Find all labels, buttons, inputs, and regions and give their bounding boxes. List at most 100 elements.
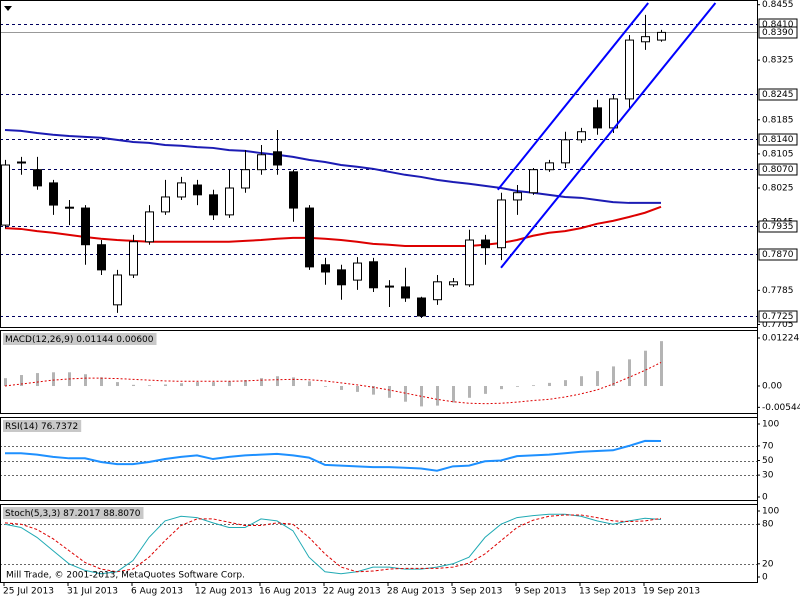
histogram-bar [628,359,631,387]
x-tick-label: 25 Jul 2013 [3,587,54,597]
candle-body [593,107,602,129]
candle-body [177,182,186,198]
y-tick-label: 0.7785 [762,286,794,296]
candle-body [545,162,554,171]
candle-body [449,281,458,286]
y-tick-label: 100 [762,507,779,517]
candle-body [273,151,282,166]
y-tick-label: 0.00 [762,382,782,392]
x-tick-label: 13 Sep 2013 [579,587,636,597]
level-label: 0.8245 [762,90,794,100]
candle-body [625,39,634,100]
x-tick-label: 19 Sep 2013 [643,587,700,597]
histogram-bar [548,382,551,387]
histogram-bar [612,366,615,387]
histogram-bar [532,385,535,387]
moving-average [4,205,662,247]
candle-body [609,98,618,129]
histogram-bar [180,383,183,387]
candle-body [337,269,346,286]
histogram-bar [580,376,583,387]
x-tick-label: 12 Aug 2013 [195,587,253,597]
level-label-box [758,88,798,101]
histogram-bar [596,371,599,387]
candle-body [49,182,58,206]
y-tick-label: 70 [762,441,774,451]
histogram-bar [372,386,375,395]
histogram-bar [324,386,327,387]
histogram-bar [148,385,151,387]
indicator-line [4,513,662,575]
level-label-box [758,220,798,233]
candle-body [529,169,538,194]
candle-body [33,169,42,187]
histogram-bar [564,380,567,387]
x-tick-label: 9 Sep 2013 [515,587,566,597]
y-tick-label: 0.8025 [762,184,794,194]
candle-body [241,169,250,189]
candle-body [417,297,426,317]
histogram-bar [100,377,103,387]
indicator-title: MACD(12,26,9) 0.01144 0.00600 [5,335,154,345]
indicator-title-bg [3,420,82,432]
candle-body [481,239,490,249]
indicator-title-bg [3,507,144,519]
histogram-bar [164,384,167,387]
level-label-box [758,248,798,261]
level-label: 0.8410 [762,20,794,30]
histogram-bar [36,373,39,387]
trend-channel [500,2,717,269]
candle-body [17,161,26,164]
histogram-bar [292,377,295,387]
candle-body [225,187,234,216]
histogram-bar [404,386,407,402]
histogram-bar [132,384,135,387]
candle-body [513,192,522,201]
panel [0,439,757,476]
x-tick-label: 31 Jul 2013 [67,587,118,597]
histogram-bar [116,382,119,387]
histogram-bar [84,374,87,387]
candle-body [561,139,570,164]
panel [4,341,663,407]
histogram-bar [420,386,423,407]
level-label: 0.7935 [762,222,794,232]
y-tick-label: 0.7705 [762,320,794,330]
histogram-bar [212,382,215,387]
histogram-bar [20,375,23,387]
histogram-bar [468,386,471,398]
level-label-box [758,163,798,176]
candle-body [65,206,74,209]
candle-body [257,154,266,171]
indicator-title: RSI(14) 76.7372 [5,422,78,432]
y-tick-label: 0.8105 [762,149,794,159]
y-tick-label: 80 [762,520,774,530]
y-tick-label: 0.8455 [762,0,794,10]
x-tick-label: 22 Aug 2013 [323,587,381,597]
histogram-bar [228,381,231,387]
histogram-bar [52,372,55,387]
current-price-box [758,26,798,39]
candle-body [289,171,298,209]
level-label: 0.7725 [762,312,794,322]
trend-channel [497,2,649,191]
histogram-bar [644,350,647,387]
y-tick-label: 20 [762,559,774,569]
candle-body [209,194,218,216]
histogram-bar [308,381,311,387]
y-tick-label: 30 [762,471,774,481]
signal-line [4,362,662,405]
copyright: Mill Trade, © 2001-2013, MetaQuotes Soft… [6,571,245,581]
histogram-bar [260,378,263,387]
candle-body [145,211,154,243]
x-tick-label: 6 Aug 2013 [131,587,183,597]
candle-body [657,31,666,41]
candle-body [353,262,362,281]
candle-body [433,281,442,301]
candle-body [385,285,394,288]
candle-body [193,184,202,196]
y-tick-label: 0 [762,573,768,583]
menu-arrow[interactable] [4,6,12,11]
candle-body [497,199,506,249]
